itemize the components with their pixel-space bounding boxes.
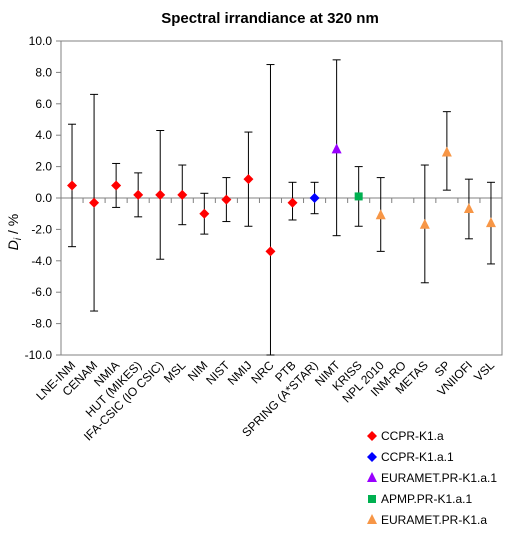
- data-point: [354, 192, 363, 201]
- y-tick-label: 0.0: [35, 191, 52, 205]
- legend-marker: [367, 472, 377, 482]
- y-tick-label: 2.0: [35, 160, 52, 174]
- legend-label: APMP.PR-K1.a.1: [381, 492, 472, 506]
- legend-marker: [367, 431, 377, 441]
- plot-area: 10.0 8.0 6.0 4.0 2.0 0.0 -2.0 -4.0 -6.0 -8.0 -10.0…: [25, 34, 503, 444]
- x-category-label: NRC: [248, 358, 277, 387]
- y-tick-label: 6.0: [35, 97, 52, 111]
- legend-label: EURAMET.PR-K1.a.1: [381, 471, 497, 485]
- data-point: [177, 189, 188, 200]
- data-point: [463, 202, 474, 213]
- data-point: [485, 217, 496, 228]
- y-tick-label: 10.0: [29, 34, 53, 48]
- data-point: [375, 209, 386, 220]
- legend-marker: [368, 495, 376, 503]
- y-tick-label: -6.0: [31, 285, 52, 299]
- data-point: [199, 208, 210, 219]
- y-tick-label: 8.0: [35, 65, 52, 79]
- data-point: [89, 197, 100, 208]
- y-tick-label: -10.0: [25, 348, 53, 362]
- data-point: [67, 180, 78, 191]
- x-category-label: MSL: [161, 358, 189, 386]
- data-point: [243, 174, 254, 185]
- y-tick-label: 4.0: [35, 128, 52, 142]
- y-tick-label: -4.0: [31, 254, 52, 268]
- data-point: [441, 146, 452, 157]
- legend-marker: [367, 514, 377, 524]
- legend-label: CCPR-K1.a.1: [381, 450, 454, 464]
- data-point: [287, 197, 298, 208]
- y-tick-label: -8.0: [31, 317, 52, 331]
- legend-label: CCPR-K1.a: [381, 429, 444, 443]
- y-tick-label: -2.0: [31, 222, 52, 236]
- data-point: [419, 218, 430, 229]
- legend-marker: [367, 452, 377, 462]
- data-point: [111, 180, 122, 191]
- legend-label: EURAMET.PR-K1.a: [381, 513, 487, 527]
- data-point: [133, 189, 144, 200]
- data-point: [155, 189, 166, 200]
- y-axis-label-sub: i: [13, 237, 24, 240]
- y-axis-label-main: D: [5, 240, 21, 250]
- chart-title: Spectral irrandiance at 320 nm: [161, 10, 379, 27]
- legend: CCPR-K1.a CCPR-K1.a.1 EURAMET.PR-K1.a.1 APM…: [367, 429, 497, 527]
- y-axis-label-rest: / %: [5, 214, 21, 238]
- x-category-label: NMIJ: [225, 358, 255, 388]
- data-point: [265, 246, 276, 257]
- data-point: [331, 143, 342, 154]
- data-point: [221, 194, 232, 205]
- y-axis-label: Di / %: [5, 214, 24, 250]
- data-point: [309, 193, 320, 203]
- x-category-label: VSL: [471, 358, 497, 384]
